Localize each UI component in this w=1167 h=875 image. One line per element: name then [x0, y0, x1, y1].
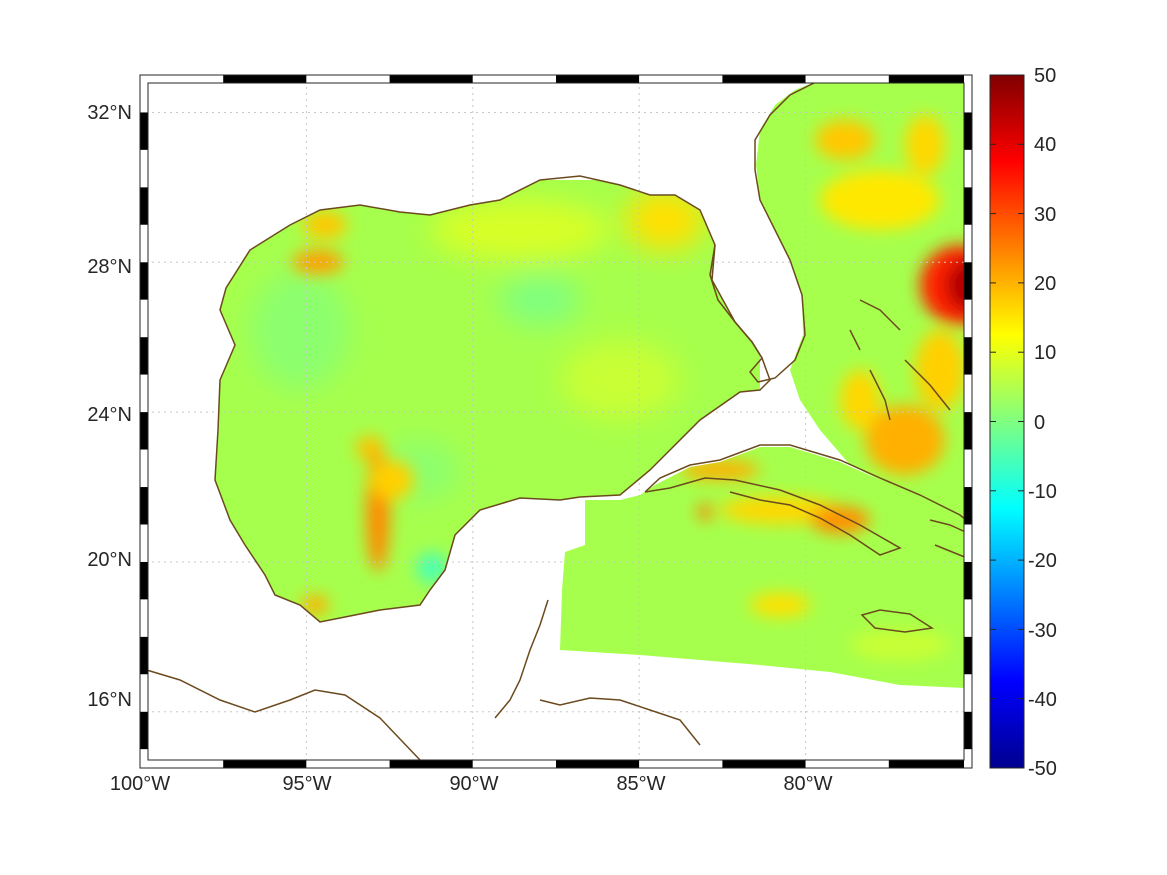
- frame-segment: [964, 149, 972, 188]
- frame-segment: [140, 75, 148, 113]
- frame-segment: [140, 187, 148, 225]
- frame-segment: [140, 760, 224, 768]
- frame-outline: [139, 74, 973, 769]
- lat-label-32n: 32°N: [87, 102, 132, 124]
- frame-segment: [964, 636, 972, 675]
- colorbar-label-neg40: -40: [1028, 689, 1057, 711]
- colorbar-label-neg20: -20: [1028, 550, 1057, 572]
- frame-segment: [722, 75, 806, 83]
- frame-segment: [140, 561, 148, 600]
- lon-label-100w: 100°W: [110, 773, 170, 795]
- frame-segment: [964, 374, 972, 413]
- colorbar-ticks: [990, 74, 1024, 769]
- frame-segment: [964, 487, 972, 525]
- frame-segment: [140, 749, 148, 768]
- frame-segment: [223, 75, 307, 83]
- frame-segment: [140, 262, 148, 300]
- frame-segment: [140, 412, 148, 450]
- frame-segment: [964, 412, 972, 450]
- frame-segment: [140, 299, 148, 338]
- lon-label-80w: 80°W: [783, 773, 832, 795]
- frame-segment: [639, 75, 723, 83]
- frame-segment: [964, 449, 972, 488]
- frame-segment: [140, 374, 148, 413]
- frame-segment: [639, 760, 723, 768]
- colorbar-label-neg50: -50: [1028, 758, 1057, 780]
- coastline: [139, 79, 973, 761]
- frame-segment: [964, 112, 972, 150]
- lon-label-90w: 90°W: [449, 773, 498, 795]
- frame-segment: [556, 75, 640, 83]
- frame-segment: [140, 711, 148, 750]
- colorbar-label-30: 30: [1034, 204, 1056, 226]
- longitude-labels: 100°W 95°W 90°W 85°W 80°W: [110, 773, 833, 795]
- frame-segment: [805, 760, 889, 768]
- frame-segment: [472, 75, 556, 83]
- latitude-labels: 32°N 28°N 24°N 20°N 16°N: [87, 102, 132, 711]
- frame-segment: [140, 337, 148, 375]
- colorbar-label-neg30: -30: [1028, 620, 1057, 642]
- frame-segment: [964, 187, 972, 225]
- anomaly-field: [215, 82, 965, 688]
- frame-segment: [805, 75, 889, 83]
- frame-segment: [140, 149, 148, 188]
- frame-segment: [556, 760, 640, 768]
- colorbar: 50 40 30 20 10 0 -10 -20 -30 -40 -50: [989, 65, 1057, 780]
- lat-label-28n: 28°N: [87, 256, 132, 278]
- frame-segment: [964, 262, 972, 300]
- colorbar-label-50: 50: [1034, 65, 1056, 87]
- frame-segment: [140, 224, 148, 263]
- frame-segment: [964, 224, 972, 263]
- frame-segment: [140, 449, 148, 488]
- frame-segment: [964, 674, 972, 712]
- frame-segment: [472, 760, 556, 768]
- lat-label-24n: 24°N: [87, 404, 132, 426]
- lat-label-20n: 20°N: [87, 549, 132, 571]
- colorbar-label-0: 0: [1034, 412, 1045, 434]
- frame-segment: [140, 487, 148, 525]
- frame-segment: [140, 524, 148, 562]
- frame-segment: [722, 760, 806, 768]
- frame-segment: [389, 75, 473, 83]
- frame-segment: [140, 112, 148, 150]
- frame-segment: [964, 711, 972, 750]
- frame-segment: [964, 561, 972, 600]
- frame-segment: [140, 636, 148, 675]
- lon-label-95w: 95°W: [282, 773, 331, 795]
- frame-segment: [888, 75, 972, 83]
- frame-inner-outline: [147, 82, 965, 761]
- frame-segment: [140, 599, 148, 637]
- lat-label-16n: 16°N: [87, 689, 132, 711]
- colorbar-label-neg10: -10: [1028, 481, 1057, 503]
- colorbar-label-10: 10: [1034, 342, 1056, 364]
- frame-segment: [964, 749, 972, 768]
- map-frame: [139, 74, 973, 769]
- frame-segment: [964, 75, 972, 113]
- frame-segment: [140, 674, 148, 712]
- frame-segment: [223, 760, 307, 768]
- frame-segment: [964, 599, 972, 637]
- frame-segment: [888, 760, 972, 768]
- frame-segment: [306, 75, 390, 83]
- colorbar-label-40: 40: [1034, 134, 1056, 156]
- frame-segment: [306, 760, 390, 768]
- colorbar-label-20: 20: [1034, 273, 1056, 295]
- frame-segment: [964, 299, 972, 338]
- frame-segment: [964, 337, 972, 375]
- frame-segment: [140, 75, 224, 83]
- frame-segment: [964, 524, 972, 562]
- frame-segment: [389, 760, 473, 768]
- lon-label-85w: 85°W: [616, 773, 665, 795]
